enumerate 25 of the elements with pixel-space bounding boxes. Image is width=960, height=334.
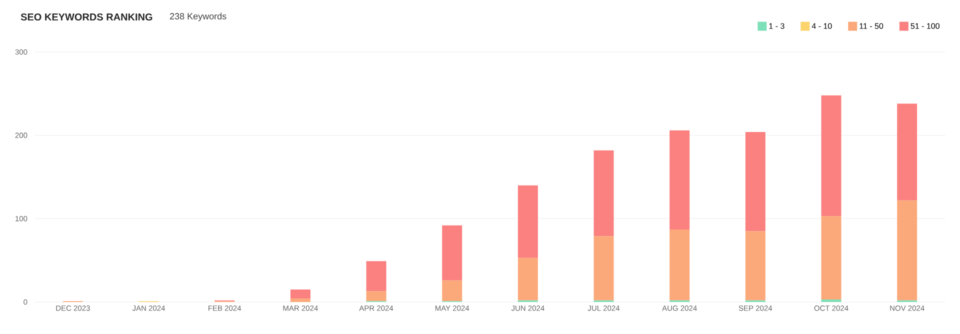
legend-label: 51 - 100	[910, 23, 940, 29]
bar	[594, 236, 614, 300]
bar	[366, 291, 386, 302]
bar	[821, 216, 842, 300]
bar	[518, 258, 538, 300]
legend-label: 1 - 3	[769, 23, 784, 29]
bar	[290, 289, 310, 299]
legend-label: 11 - 50	[860, 23, 884, 29]
chart-subtitle: 238 Keywords	[170, 12, 226, 22]
bar	[594, 150, 614, 236]
bar	[745, 231, 766, 300]
bar	[821, 299, 842, 302]
bar	[670, 130, 690, 230]
bar	[670, 229, 690, 300]
legend-label: 4 - 10	[812, 23, 832, 29]
bar	[442, 280, 462, 302]
bar	[897, 104, 918, 200]
bar	[897, 200, 918, 300]
bar	[290, 298, 310, 302]
bar	[442, 225, 462, 280]
chart-title: SEO KEYWORDS RANKING	[20, 13, 152, 21]
bar	[745, 132, 766, 232]
bar	[821, 95, 842, 216]
bar	[366, 261, 386, 292]
bar	[518, 185, 538, 258]
